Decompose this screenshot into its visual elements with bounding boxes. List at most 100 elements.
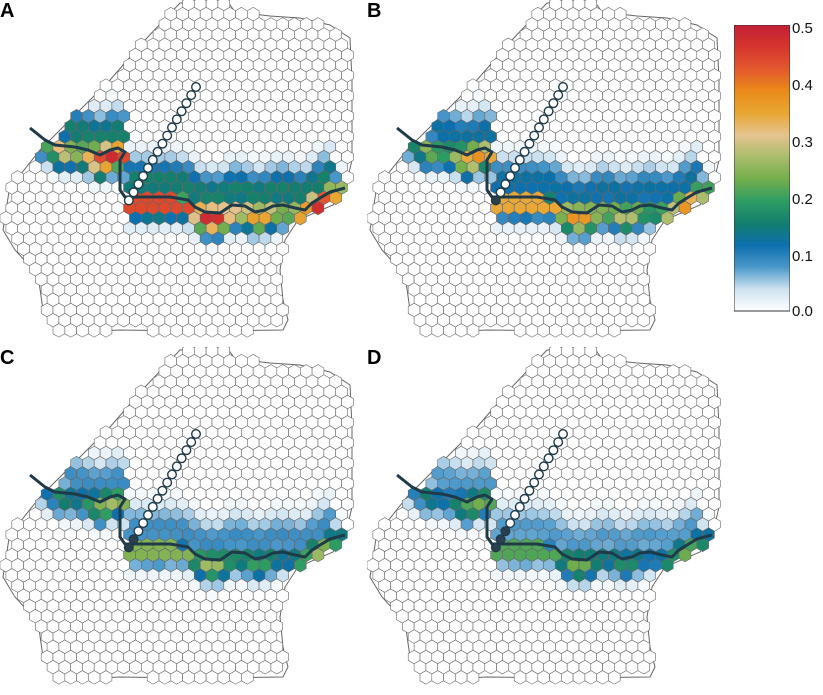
mesh-cells [367,347,721,685]
well-open [514,154,525,165]
mesh-cell [484,660,497,675]
mesh-cell [525,670,539,685]
well-open [495,187,506,198]
mesh-cell [270,313,284,328]
mesh-cell [64,323,77,338]
well-closed [500,526,511,537]
mesh-cell [158,670,172,685]
mesh-cell [117,660,130,675]
mesh-cell [661,558,674,573]
panel-c: C [0,347,360,692]
mesh-cell [625,313,639,328]
mesh-cell [170,323,183,338]
mesh-cell [431,323,444,338]
well-open [529,477,540,488]
mesh-cell [537,323,550,338]
well-open [166,469,177,480]
well-open [166,122,177,133]
mesh-cell [258,313,272,328]
mesh-cell [608,670,621,685]
panel-a: A [0,0,360,345]
well-open [186,437,197,448]
well-open [557,428,568,439]
mesh-cell [696,190,709,205]
mesh-cell [584,323,597,338]
well-open [548,445,559,456]
mesh-cell [170,670,183,685]
well-open [162,477,173,488]
mesh-cell [513,670,527,685]
well-column [123,428,201,553]
panel-d: D [367,347,727,692]
mesh-cell [329,537,342,552]
well-open [538,461,549,472]
well-open [157,485,168,496]
well-open [171,461,182,472]
well-open [123,195,134,206]
well-open [519,146,530,157]
panel-label: C [0,347,15,369]
mesh-cell [484,313,497,328]
mesh-cell [270,660,284,675]
mesh-cell [608,323,621,338]
mesh-cell [194,323,207,338]
mesh-cell [241,323,254,338]
mesh-cell [205,670,219,685]
mesh-cell [294,211,307,226]
well-open [548,98,559,109]
mesh-cells [0,347,354,685]
mesh-map [367,0,721,338]
well-open [181,98,192,109]
mesh-cell [584,670,597,685]
panel-label: A [0,0,15,22]
river-line [29,126,346,215]
well-column [123,81,201,206]
well-open [553,90,564,101]
well-open [524,485,535,496]
mesh-cell [294,558,307,573]
well-open [171,114,182,125]
well-open [524,138,535,149]
mesh-cell [99,670,113,685]
mesh-cell [661,211,674,226]
well-open [505,171,516,182]
colorbar-tick: 0.1 [792,248,813,265]
well-open [138,518,149,529]
well-open [538,114,549,125]
panel-b: B [367,0,727,345]
colorbar-tick: 0.4 [792,77,813,94]
mesh-cell [525,323,539,338]
mesh-cell [88,323,101,338]
well-open [543,106,554,117]
panel-label: D [367,347,382,369]
well-closed [490,195,501,206]
mesh-cell [561,323,574,338]
panel-label: B [367,0,382,22]
well-open [162,130,173,141]
mesh-cell [466,323,480,338]
mesh-cell [637,660,651,675]
mesh-cell [117,313,130,328]
well-open [557,81,568,92]
river-line [29,473,346,562]
mesh-cell [241,670,254,685]
well-open [138,171,149,182]
mesh-cell [146,670,160,685]
colorbar-tick: 0.5 [792,20,813,37]
mesh-cell [419,323,433,338]
mesh-cell [419,670,433,685]
well-open [142,509,153,520]
mesh-map [0,347,354,685]
well-open [152,493,163,504]
colorbar-tick: 0.2 [792,191,813,208]
mesh-map [0,0,354,338]
well-column [490,81,568,206]
colorbar-tick: 0.3 [792,134,813,151]
well-open [147,501,158,512]
mesh-cell [146,323,160,338]
well-open [186,90,197,101]
well-open [500,179,511,190]
well-open [519,493,530,504]
mesh-cell [329,190,342,205]
mesh-cell [513,323,527,338]
